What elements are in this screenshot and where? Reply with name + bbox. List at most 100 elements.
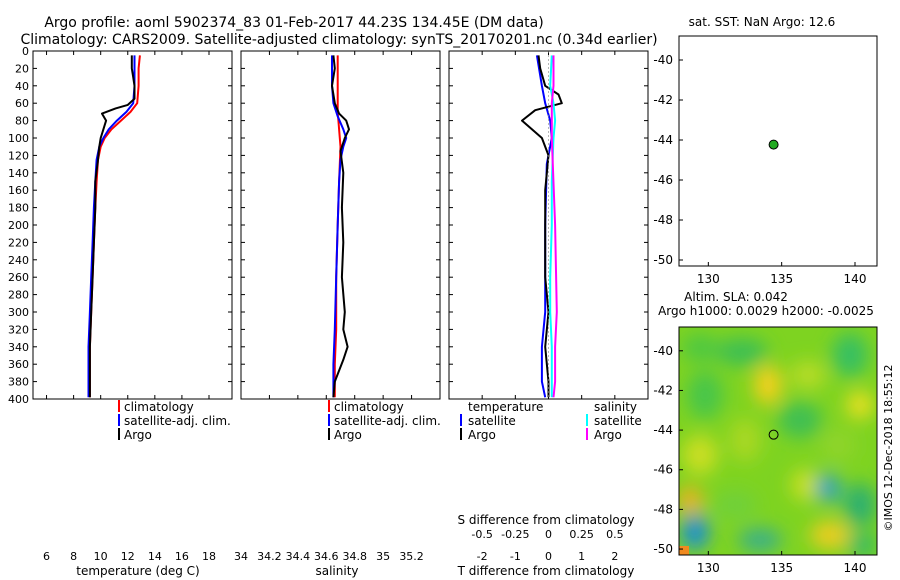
depth-tick-label: 220 (8, 236, 29, 249)
depth-tick-label: 0 (22, 45, 29, 58)
temperature-legend: climatology satellite-adj. clim. Argo (118, 400, 231, 442)
salinity-panel (240, 50, 441, 400)
depth-tick-label: 320 (8, 323, 29, 336)
depth-tick-label: 380 (8, 376, 29, 389)
legend-salinity-heading: salinity (594, 400, 637, 414)
x-tick-label: 35 (376, 550, 390, 563)
top-x-tick-label: -0.25 (501, 528, 529, 541)
x-tick-label: 12 (121, 550, 135, 563)
x-tick-label: 8 (70, 550, 77, 563)
depth-tick-label: 20 (15, 62, 29, 75)
depth-tick-label: 400 (8, 393, 29, 406)
legend-climatology: climatology (334, 400, 404, 414)
difference-y-axis (449, 50, 648, 400)
series-line-salinity-argo (550, 55, 558, 398)
temperature-y-axis: 0 20 40 60 80 100 120 140 160 180 200 220 240 260 280 3… (8, 45, 232, 406)
series-line-climatology (88, 55, 141, 398)
difference-top-xlabel: S difference from climatology (458, 513, 635, 527)
depth-tick-label: 140 (8, 167, 29, 180)
salinity-y-axis (241, 50, 440, 400)
top-x-tick-label: 0.25 (569, 528, 594, 541)
sla-map-title-line2: Argo h1000: 0.0029 h2000: -0.0025 (658, 304, 874, 318)
salinity-x-axis: 34 34.2 34.4 34.6 34.8 35 35.2 (234, 51, 424, 563)
depth-tick-label: 120 (8, 149, 29, 162)
figure-title-line1: Argo profile: aoml 5902374_83 01-Feb-201… (44, 15, 543, 31)
temperature-xlabel: temperature (deg C) (76, 564, 199, 578)
sla-map-marks (768, 429, 779, 440)
map-x-tick-label: 130 (697, 272, 720, 286)
legend-temperature-heading: temperature (468, 400, 543, 414)
depth-tick-label: 60 (15, 97, 29, 110)
legend-sal-argo: Argo (594, 428, 622, 442)
top-x-tick-label: 0.5 (606, 528, 624, 541)
top-x-tick-label: -0.5 (471, 528, 492, 541)
map-x-tick-label: 135 (770, 272, 793, 286)
series-line-argo (88, 55, 136, 398)
series-line-satellite-adj-clim- (331, 55, 348, 398)
sla-heatmap (679, 327, 877, 555)
x-tick-label: 14 (148, 550, 162, 563)
depth-tick-label: 180 (8, 202, 29, 215)
sla-field-corner (679, 546, 689, 555)
x-tick-label: 35.2 (399, 550, 424, 563)
depth-tick-label: 200 (8, 219, 29, 232)
x-tick-label: 34 (234, 550, 248, 563)
sst-map-axes: 130 135 140 -40 -42 -44 -46 -48 -50 (653, 53, 866, 286)
map-y-tick-label: -48 (653, 213, 673, 227)
legend-argo: Argo (334, 428, 362, 442)
sst-map-title: sat. SST: NaN Argo: 12.6 (689, 15, 836, 29)
legend-satellite: satellite-adj. clim. (334, 414, 441, 428)
sla-field-blobs (679, 333, 876, 555)
map-y-tick-label: -48 (653, 502, 673, 516)
temperature-x-axis: 6 8 10 12 14 16 18 (43, 51, 216, 563)
credit-text: ©IMOS 12-Dec-2018 18:55:12 (882, 365, 895, 532)
depth-tick-label: 240 (8, 254, 29, 267)
x-tick-label: 6 (43, 550, 50, 563)
sst-map-marks (768, 139, 779, 150)
map-x-tick-label: 140 (844, 272, 867, 286)
x-tick-label: 18 (202, 550, 216, 563)
depth-tick-label: 300 (8, 306, 29, 319)
x-tick-label: 34.4 (286, 550, 311, 563)
map-y-tick-label: -44 (653, 423, 673, 437)
depth-tick-label: 40 (15, 80, 29, 93)
map-y-tick-label: -40 (653, 53, 673, 67)
difference-series (521, 51, 563, 399)
map-y-tick-label: -42 (653, 93, 673, 107)
depth-tick-label: 80 (15, 115, 29, 128)
depth-tick-label: 360 (8, 358, 29, 371)
depth-tick-label: 160 (8, 184, 29, 197)
x-tick-label: -2 (477, 550, 488, 563)
series-line-argo (331, 55, 350, 398)
depth-tick-label: 100 (8, 132, 29, 145)
top-x-tick-label: 0 (545, 528, 552, 541)
map-y-tick-label: -46 (653, 463, 673, 477)
sla-map-panel (678, 326, 878, 556)
figure-title-line2: Climatology: CARS2009. Satellite-adjuste… (20, 32, 657, 48)
legend-temp-argo: Argo (468, 428, 496, 442)
legend-temp-satellite: satellite (468, 414, 516, 428)
map-x-tick-label: 130 (697, 561, 720, 575)
x-tick-label: 34.6 (314, 550, 339, 563)
argo-location-marker (768, 139, 779, 150)
sla-map-title-line1: Altim. SLA: 0.042 (684, 290, 788, 304)
map-y-tick-label: -50 (653, 253, 673, 267)
depth-tick-label: 340 (8, 341, 29, 354)
map-y-tick-label: -44 (653, 133, 673, 147)
legend-satellite: satellite-adj. clim. (124, 414, 231, 428)
x-tick-label: 1 (578, 550, 585, 563)
argo-location-marker (768, 429, 779, 440)
legend-sal-satellite: satellite (594, 414, 642, 428)
x-tick-label: 34.2 (257, 550, 282, 563)
x-tick-label: 34.8 (342, 550, 367, 563)
temperature-series (87, 55, 141, 398)
x-tick-label: 10 (94, 550, 108, 563)
salinity-series (331, 55, 350, 398)
salinity-legend: climatology satellite-adj. clim. Argo (328, 400, 441, 442)
difference-legend: temperature satellite Argo salinity sate… (460, 400, 642, 442)
x-tick-label: -1 (510, 550, 521, 563)
depth-tick-label: 280 (8, 289, 29, 302)
difference-xlabel: T difference from climatology (457, 564, 635, 578)
sla-map-axes: 130 135 140 -40 -42 -44 -46 -48 -50 (653, 344, 866, 575)
